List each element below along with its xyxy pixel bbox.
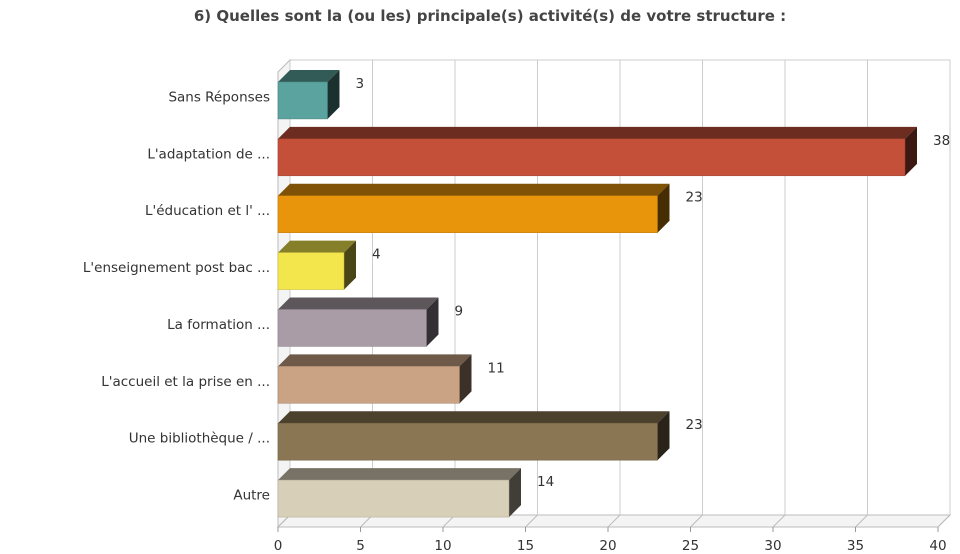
data-label: 3 <box>356 76 365 92</box>
x-tick-label: 35 <box>847 538 864 554</box>
bar-side <box>657 183 670 233</box>
y-tick-label: L'accueil et la prise en ... <box>101 374 270 390</box>
x-tick-label: 30 <box>764 538 781 554</box>
bar <box>277 422 658 461</box>
data-label: 4 <box>372 247 381 263</box>
bar <box>277 479 510 518</box>
data-label: 9 <box>455 303 464 319</box>
grid-line <box>607 514 621 528</box>
bar-top <box>278 468 521 481</box>
y-tick-label: La formation ... <box>167 317 270 333</box>
x-tick-label: 20 <box>599 538 616 554</box>
bar-side <box>657 411 670 461</box>
grid-line <box>525 514 538 528</box>
data-label: 38 <box>933 133 950 149</box>
bar-top <box>278 69 340 82</box>
x-tick-label: 0 <box>274 538 283 554</box>
y-tick-label: Autre <box>233 488 270 504</box>
bar-side <box>327 69 340 119</box>
x-tick-label: 40 <box>929 538 946 554</box>
y-tick-label: L'adaptation de ... <box>147 146 270 162</box>
data-label: 23 <box>686 417 703 433</box>
bar <box>277 81 328 120</box>
bar <box>277 252 345 290</box>
bar <box>277 195 658 233</box>
bar-side <box>905 126 917 176</box>
y-tick-label: Une bibliothèque / ... <box>129 431 270 447</box>
bar-side <box>344 240 356 290</box>
x-tick-label: 10 <box>434 538 451 554</box>
y-tick-label: L'éducation et l' ... <box>145 203 270 219</box>
bar-top <box>278 411 670 424</box>
bar <box>277 366 460 404</box>
bar-top <box>278 126 917 139</box>
chart-title: 6) Quelles sont la (ou les) principale(s… <box>193 7 787 25</box>
bar-side <box>426 297 439 347</box>
x-tick-label: 5 <box>356 538 365 554</box>
grid-line <box>690 514 703 528</box>
x-tick-label: 15 <box>517 538 534 554</box>
bar-top <box>278 354 472 367</box>
bar-top <box>278 240 356 253</box>
bar <box>277 138 906 177</box>
data-label: 11 <box>488 360 505 376</box>
bar <box>277 309 427 347</box>
grid-line <box>772 514 786 528</box>
x-tick-label: 25 <box>682 538 699 554</box>
bar-top <box>278 297 439 310</box>
bar-side <box>509 468 521 518</box>
data-label: 14 <box>537 474 554 490</box>
bar-top <box>278 183 670 196</box>
data-label: 23 <box>686 190 703 206</box>
y-tick-label: L'enseignement post bac ... <box>83 260 270 276</box>
y-tick-label: Sans Réponses <box>168 89 270 105</box>
grid-line <box>855 514 868 528</box>
grid-line <box>937 514 951 528</box>
bar-side <box>459 354 472 404</box>
